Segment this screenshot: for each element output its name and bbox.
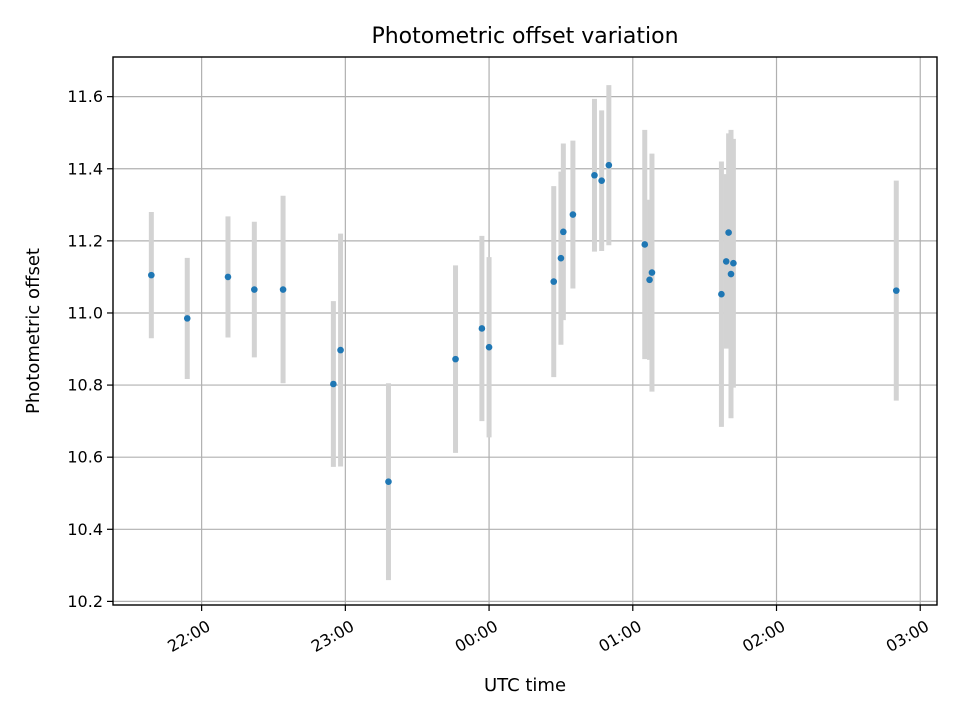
y-axis-label: Photometric offset (23, 248, 44, 414)
data-point (183, 315, 191, 322)
data-point (892, 287, 900, 294)
error-bar-layer (148, 85, 899, 581)
x-tick-label: 02:00 (739, 616, 788, 656)
grid-layer (113, 57, 937, 605)
data-point (452, 355, 459, 363)
data-point (569, 211, 577, 218)
tick-layer: 22:00 23:00 00:00 01:00 02:00 03:00 10.2 10.4 10… (67, 87, 932, 656)
data-point (330, 380, 337, 388)
point-layer (148, 161, 900, 486)
data-point (337, 346, 344, 354)
data-point (718, 290, 725, 298)
x-tick-label: 23:00 (308, 616, 357, 656)
data-point (550, 278, 558, 285)
y-tick-label: 10.6 (67, 448, 103, 467)
y-tick-label: 10.2 (67, 592, 103, 611)
y-tick-label: 10.8 (67, 376, 103, 395)
data-point (385, 478, 392, 486)
data-point (730, 259, 737, 267)
data-point (148, 271, 155, 279)
plot-frame (112, 56, 938, 606)
data-point (605, 161, 613, 169)
y-tick-label: 11.0 (67, 303, 103, 322)
x-tick-label: 01:00 (595, 616, 644, 656)
x-tick-label: 00:00 (452, 616, 501, 656)
chart-title: Photometric offset variation (371, 24, 678, 49)
data-point (560, 228, 567, 236)
data-point (478, 325, 486, 332)
x-tick-label: 03:00 (883, 616, 932, 656)
data-point (279, 286, 287, 293)
y-tick-label: 11.4 (67, 159, 103, 178)
data-point (648, 269, 656, 276)
data-point (485, 343, 493, 351)
y-tick-label: 10.4 (67, 520, 103, 539)
data-point (598, 177, 605, 184)
y-tick-label: 11.2 (67, 231, 103, 250)
data-point (725, 229, 732, 236)
data-point (251, 286, 258, 293)
data-point (641, 241, 649, 248)
x-axis-label: UTC time (484, 675, 566, 696)
y-tick-label: 11.6 (67, 87, 103, 106)
data-point (557, 254, 565, 262)
data-point (224, 273, 232, 281)
data-point (722, 258, 730, 265)
x-tick-label: 22:00 (164, 616, 213, 656)
data-point (727, 270, 735, 278)
data-point (646, 276, 653, 284)
data-point (591, 171, 598, 179)
